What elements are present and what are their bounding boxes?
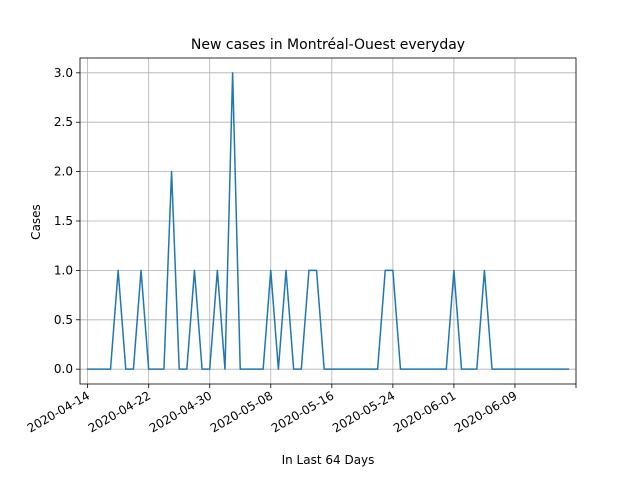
series-line-cases — [86, 72, 570, 370]
x-tick-label-4: 2020-05-16 — [269, 388, 336, 435]
y-tick-label-4: 2.0 — [54, 165, 73, 179]
y-axis-label: Cases — [29, 204, 43, 240]
x-tick-label-0: 2020-04-14 — [25, 388, 92, 435]
y-tick-label-0: 0.0 — [54, 362, 73, 376]
x-tick-label-6: 2020-06-01 — [391, 388, 458, 435]
y-tick-label-6: 3.0 — [54, 66, 73, 80]
x-tick-label-7: 2020-06-09 — [452, 388, 519, 435]
y-tick-label-5: 2.5 — [54, 115, 73, 129]
x-tick-label-3: 2020-05-08 — [208, 388, 275, 435]
x-axis-ticks: 2020-04-142020-04-222020-04-302020-05-08… — [25, 384, 577, 435]
x-tick-label-2: 2020-04-30 — [147, 388, 214, 435]
y-tick-label-1: 0.5 — [54, 313, 73, 327]
grid-lines — [80, 58, 576, 384]
series-layer — [86, 72, 570, 370]
x-axis-label: In Last 64 Days — [282, 453, 375, 467]
chart-title: New cases in Montréal-Ouest everyday — [191, 37, 465, 53]
y-tick-label-3: 1.5 — [54, 214, 73, 228]
y-axis-ticks: 0.0 0.5 1.0 1.5 2.0 2.5 3.0 — [54, 66, 80, 376]
y-tick-label-2: 1.0 — [54, 263, 73, 277]
x-tick-label-5: 2020-05-24 — [330, 388, 397, 435]
x-tick-label-1: 2020-04-22 — [86, 388, 153, 435]
